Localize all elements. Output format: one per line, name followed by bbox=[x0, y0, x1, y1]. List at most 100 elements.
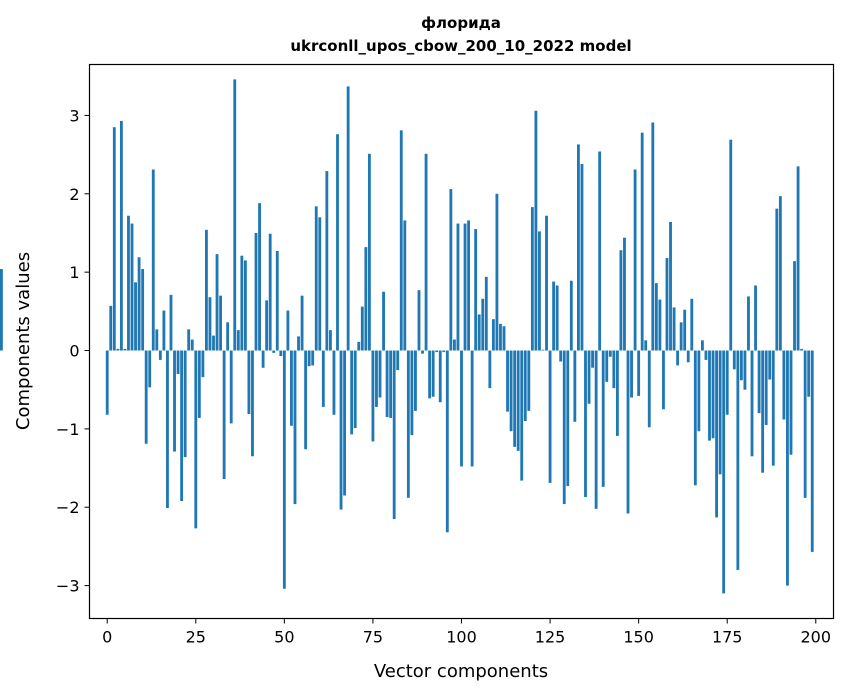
bar bbox=[265, 300, 269, 351]
bar bbox=[329, 330, 332, 351]
bar bbox=[194, 350, 198, 529]
bar bbox=[541, 349, 545, 351]
bar bbox=[623, 237, 626, 351]
bar bbox=[679, 322, 683, 351]
bar bbox=[615, 350, 619, 436]
bar bbox=[389, 350, 393, 418]
x-tick-label: 200 bbox=[801, 628, 832, 647]
bar bbox=[180, 350, 184, 501]
bar bbox=[771, 350, 775, 466]
bar bbox=[233, 79, 237, 351]
bar bbox=[626, 350, 630, 514]
x-tick-label: 0 bbox=[102, 628, 112, 647]
bar bbox=[392, 350, 396, 519]
bar bbox=[718, 350, 722, 475]
bar bbox=[502, 326, 506, 351]
bar bbox=[137, 257, 141, 351]
bar bbox=[722, 350, 726, 594]
bar bbox=[662, 350, 665, 410]
bar bbox=[357, 341, 361, 351]
bar bbox=[467, 220, 470, 351]
bar bbox=[683, 309, 687, 351]
bar bbox=[499, 323, 502, 351]
bar bbox=[130, 223, 134, 351]
bar bbox=[162, 310, 166, 351]
y-axis-ticks: −3 −2 −1 0 1 2 3 bbox=[56, 106, 90, 596]
y-tick-label: 2 bbox=[69, 185, 79, 204]
bar bbox=[229, 350, 233, 424]
bar bbox=[491, 319, 495, 351]
bar bbox=[605, 350, 609, 382]
bar bbox=[268, 233, 272, 351]
bar bbox=[523, 350, 527, 422]
bar bbox=[208, 297, 212, 351]
bar bbox=[520, 350, 524, 481]
bar bbox=[371, 350, 375, 442]
x-tick-label: 25 bbox=[186, 628, 206, 647]
bar bbox=[293, 350, 297, 505]
bar bbox=[580, 164, 584, 351]
bar bbox=[169, 294, 173, 351]
bar bbox=[474, 229, 478, 351]
x-tick-label: 75 bbox=[363, 628, 383, 647]
bar bbox=[672, 307, 676, 351]
bar bbox=[190, 339, 194, 351]
bar bbox=[577, 144, 580, 351]
bar bbox=[587, 350, 591, 404]
bar bbox=[119, 120, 123, 351]
bar bbox=[201, 350, 205, 378]
bar bbox=[297, 336, 300, 351]
bar bbox=[708, 350, 711, 441]
bar bbox=[112, 127, 116, 351]
bar bbox=[353, 350, 357, 429]
x-axis-label: Vector components bbox=[374, 661, 548, 682]
bar bbox=[197, 350, 201, 418]
x-tick-label: 125 bbox=[535, 628, 566, 647]
bar bbox=[141, 269, 145, 351]
bar bbox=[803, 350, 807, 498]
bar bbox=[187, 329, 191, 351]
bar bbox=[382, 291, 385, 351]
bar bbox=[456, 223, 460, 351]
bar bbox=[654, 283, 658, 351]
bar bbox=[665, 258, 669, 351]
bar bbox=[693, 350, 697, 486]
bar bbox=[552, 281, 556, 351]
bar bbox=[311, 350, 315, 366]
bar bbox=[442, 350, 446, 353]
bar bbox=[279, 350, 283, 356]
y-tick-label: 1 bbox=[69, 263, 79, 282]
bar bbox=[538, 231, 541, 351]
bar bbox=[527, 350, 531, 411]
bar bbox=[155, 329, 159, 351]
bar bbox=[346, 86, 350, 351]
bar bbox=[399, 130, 403, 351]
bar bbox=[782, 350, 786, 420]
bar bbox=[711, 350, 715, 439]
bar bbox=[530, 207, 534, 351]
bar bbox=[243, 260, 247, 351]
x-tick-label: 50 bbox=[274, 628, 294, 647]
bar bbox=[424, 153, 428, 351]
bar bbox=[729, 139, 733, 351]
bar bbox=[470, 350, 474, 467]
bar bbox=[304, 350, 308, 450]
bar bbox=[375, 350, 378, 407]
bar bbox=[148, 350, 152, 388]
bar bbox=[701, 340, 704, 351]
bar bbox=[555, 285, 559, 351]
bar bbox=[633, 169, 637, 351]
bar bbox=[428, 350, 432, 399]
bar bbox=[739, 350, 743, 381]
bar bbox=[789, 350, 793, 455]
bar bbox=[158, 350, 162, 360]
bar bbox=[307, 350, 311, 367]
x-axis-ticks: 0 25 50 75 100 125 150 175 200 bbox=[102, 618, 832, 647]
bar bbox=[573, 350, 577, 422]
bar bbox=[509, 350, 513, 432]
bar bbox=[669, 222, 672, 351]
bar bbox=[562, 350, 566, 505]
bar bbox=[251, 350, 254, 457]
bar bbox=[300, 295, 304, 351]
bar bbox=[431, 350, 435, 397]
